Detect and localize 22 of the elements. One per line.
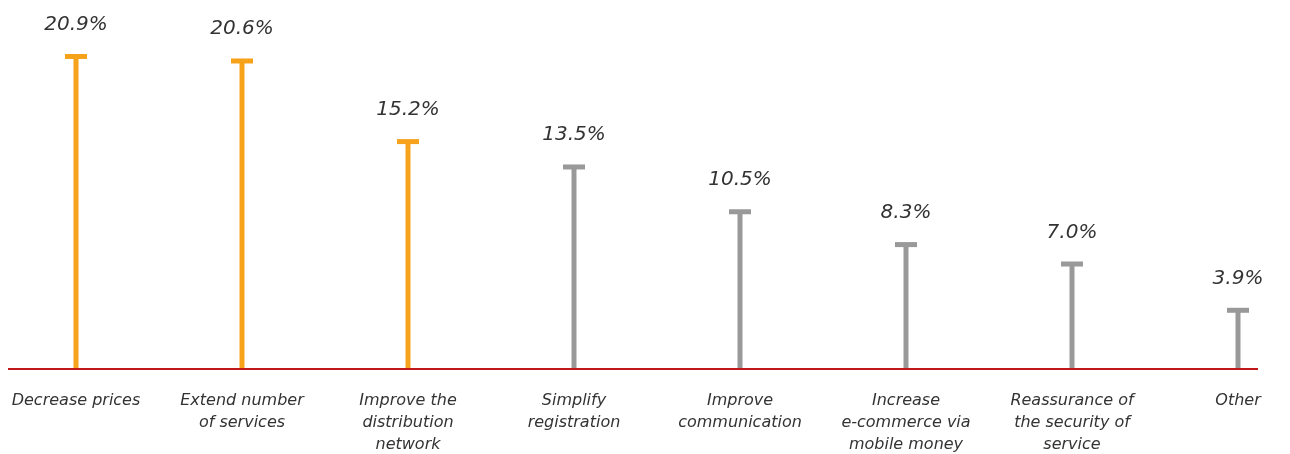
bar: [73, 56, 79, 368]
data-label: 3.9%: [1212, 264, 1264, 289]
x-tick-label: Improve communication: [678, 390, 802, 431]
data-label: 15.2%: [376, 96, 440, 121]
x-tick-label: Extend number of services: [180, 390, 306, 431]
data-label: 10.5%: [708, 166, 772, 191]
x-tick-label: Reassurance of the security of service: [1010, 390, 1136, 453]
data-label: 20.6%: [210, 15, 274, 40]
x-tick-label: Other: [1215, 390, 1263, 409]
data-label: 20.9%: [44, 11, 108, 35]
data-label: 7.0%: [1046, 218, 1098, 243]
data-label: 8.3%: [880, 199, 932, 224]
x-tick-label: Improve the distribution network: [359, 390, 457, 453]
x-tick-label: Increase e-commerce via mobile money: [841, 390, 971, 453]
bar: [405, 141, 411, 368]
data-label: 13.5%: [542, 121, 606, 146]
x-tick-label: Simplify registration: [527, 390, 621, 431]
bar: [737, 211, 743, 368]
x-tick-label: Decrease prices: [11, 390, 141, 409]
bar: [239, 60, 245, 368]
bar: [903, 244, 909, 368]
bar: [571, 166, 577, 368]
